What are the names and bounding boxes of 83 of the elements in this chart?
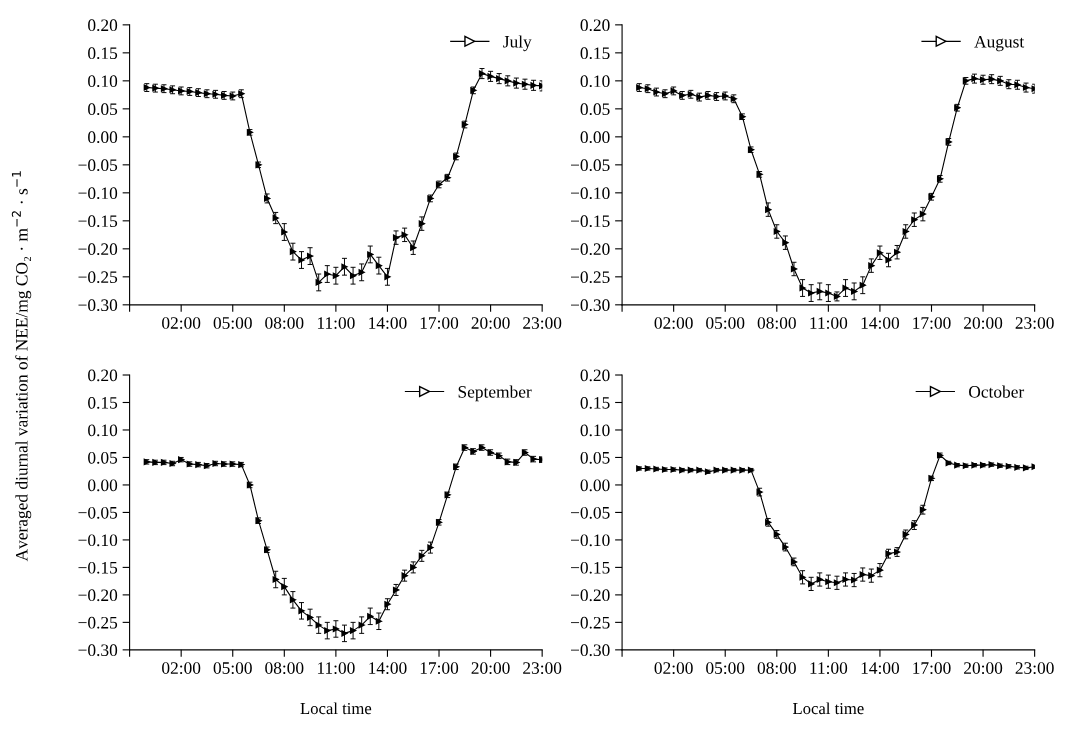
y-tick-label: 0.20 (580, 19, 610, 32)
y-tick-label: 0.15 (580, 396, 610, 409)
y-tick-label: −0.05 (570, 159, 610, 172)
x-tick-label: 11:00 (810, 662, 848, 674)
y-tick-label: 0.00 (88, 131, 118, 144)
y-tick-label: −0.30 (570, 644, 610, 657)
y-tick-label: 0.05 (88, 451, 118, 464)
x-tick-label: 20:00 (964, 317, 1003, 329)
y-axis-title: Averaged diurnal variation of NEE/mg CO₂ · m$^{−2}$ · s$^{−1}$ (11, 171, 32, 562)
y-tick-label: 0.15 (580, 47, 610, 60)
y-tick-label: 0.20 (580, 369, 610, 382)
x-tick-label: 08:00 (265, 317, 304, 329)
y-tick-label: −0.10 (570, 534, 610, 547)
y-tick-label: −0.20 (78, 589, 118, 602)
x-tick-label: 17:00 (913, 317, 951, 329)
y-tick-label: 0.05 (580, 451, 610, 464)
y-tick-label: 0.20 (88, 19, 118, 32)
y-tick-label: −0.15 (570, 561, 610, 574)
y-tick-label: −0.25 (570, 271, 610, 284)
x-tick-label: 02:00 (654, 662, 693, 674)
y-tick-label: 0.00 (88, 479, 118, 492)
y-tick-label: −0.05 (570, 506, 610, 519)
y-tick-label: 0.00 (580, 131, 610, 144)
x-tick-label: 14:00 (369, 662, 407, 674)
x-tick-label: 02:00 (654, 317, 693, 329)
y-tick-label: −0.15 (78, 561, 118, 574)
y-tick-label: −0.25 (78, 271, 118, 284)
y-tick-label: −0.30 (78, 299, 118, 312)
y-tick-label: −0.30 (78, 644, 118, 657)
x-tick-label: 20:00 (471, 317, 510, 329)
y-tick-label: 0.10 (88, 424, 118, 437)
y-tick-label: −0.10 (570, 187, 610, 200)
y-tick-label: −0.05 (78, 159, 118, 172)
legend-label: October (969, 385, 1025, 398)
x-tick-label: 23:00 (1015, 317, 1054, 329)
y-tick-label: 0.15 (88, 47, 118, 60)
y-tick-label: −0.20 (78, 243, 118, 256)
x-tick-label: 08:00 (757, 317, 796, 329)
x-tick-label: 14:00 (861, 662, 900, 674)
y-tick-label: −0.20 (570, 243, 610, 256)
y-tick-label: 0.15 (88, 396, 118, 409)
y-tick-label: −0.20 (570, 589, 610, 602)
x-tick-label: 20:00 (471, 662, 510, 674)
y-tick-label: −0.25 (570, 616, 610, 629)
x-tick-label: 17:00 (913, 662, 951, 674)
legend-label: August (974, 35, 1025, 52)
x-tick-label: 08:00 (757, 662, 796, 674)
x-tick-label: 14:00 (369, 317, 407, 329)
y-tick-label: −0.10 (78, 187, 118, 200)
y-tick-label: −0.30 (570, 299, 610, 312)
x-axis-title: Local time (300, 702, 372, 715)
x-tick-label: 23:00 (523, 662, 562, 674)
x-axis-title: Local time (792, 702, 864, 715)
y-tick-label: −0.05 (78, 506, 118, 519)
x-tick-label: 23:00 (523, 317, 562, 329)
x-tick-label: 17:00 (420, 662, 459, 674)
y-tick-label: 0.10 (580, 424, 610, 437)
y-tick-label: −0.15 (570, 215, 610, 228)
y-tick-label: 0.05 (580, 103, 610, 116)
x-tick-label: 11:00 (810, 317, 848, 329)
x-tick-label: 05:00 (213, 317, 252, 329)
y-tick-label: 0.05 (88, 103, 118, 116)
x-tick-label: 02:00 (162, 662, 201, 674)
x-tick-label: 05:00 (706, 662, 745, 674)
x-tick-label: 11:00 (317, 317, 355, 329)
y-tick-label: 0.10 (88, 75, 118, 88)
y-tick-label: 0.00 (580, 479, 610, 492)
x-tick-label: 17:00 (420, 317, 459, 329)
x-tick-label: 08:00 (265, 662, 304, 674)
x-tick-label: 05:00 (213, 662, 252, 674)
y-tick-label: 0.20 (88, 369, 118, 382)
y-tick-label: 0.10 (580, 75, 610, 88)
x-tick-label: 11:00 (317, 662, 355, 674)
x-tick-label: 05:00 (706, 317, 745, 329)
y-tick-label: −0.10 (78, 534, 118, 547)
x-tick-label: 23:00 (1015, 662, 1054, 674)
y-tick-label: −0.25 (78, 616, 118, 629)
x-tick-label: 02:00 (162, 317, 201, 329)
x-tick-label: 14:00 (861, 317, 900, 329)
legend-label: September (458, 385, 532, 402)
x-tick-label: 20:00 (964, 662, 1003, 674)
legend-label: July (503, 35, 532, 52)
y-tick-label: −0.15 (78, 215, 118, 228)
